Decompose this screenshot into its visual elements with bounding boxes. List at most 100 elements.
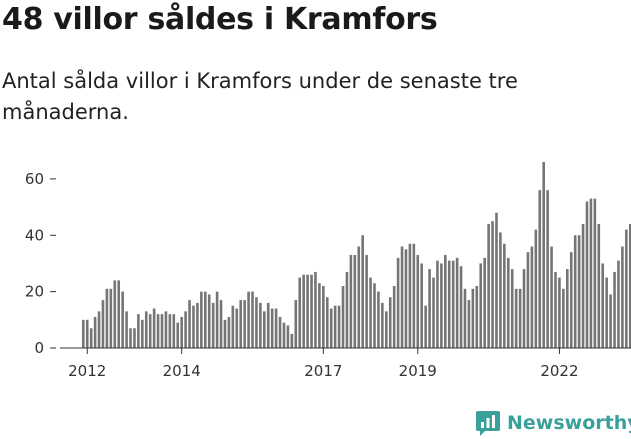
bar [235, 308, 239, 348]
x-tick-label: 2019 [399, 362, 437, 380]
bar [373, 283, 376, 348]
bar [420, 263, 424, 348]
bar [353, 255, 357, 348]
bar [621, 246, 624, 348]
bar [479, 263, 483, 348]
x-axis: 201220142017201920222024 [68, 348, 579, 380]
bar [573, 235, 577, 348]
bar [133, 328, 136, 348]
newsworthy-logo-icon [476, 411, 500, 436]
bar [274, 308, 278, 348]
bar [314, 271, 317, 348]
bar [526, 252, 530, 348]
bar [105, 288, 109, 348]
bar [176, 322, 180, 348]
brand-name: Newsworthy [507, 412, 631, 434]
bar [585, 201, 589, 348]
y-tick-label: 40 [25, 226, 44, 244]
x-tick-label: 2012 [68, 362, 106, 380]
bar [440, 263, 443, 348]
bar [259, 302, 262, 348]
bar [475, 286, 479, 348]
bar [168, 314, 172, 348]
bar [282, 322, 286, 348]
bar [207, 294, 211, 348]
bar [329, 308, 333, 348]
bar [89, 328, 93, 348]
bar [487, 224, 490, 348]
x-tick-label: 2014 [163, 362, 201, 380]
bar [125, 311, 128, 348]
bar [455, 257, 459, 348]
bar [538, 190, 542, 348]
bar [601, 263, 605, 348]
y-tick-label: 60 [25, 170, 44, 188]
bar [117, 280, 121, 348]
bar [251, 291, 254, 348]
bar [129, 328, 132, 348]
bar [404, 249, 408, 348]
bar [109, 288, 113, 348]
bar [337, 305, 341, 348]
bar [137, 314, 140, 348]
bar [156, 314, 160, 348]
bar [306, 274, 309, 348]
bar [219, 300, 223, 348]
bar [613, 271, 616, 348]
bar [597, 224, 601, 348]
bar [514, 288, 518, 348]
y-tick-label: 0 [34, 339, 44, 357]
bar [428, 269, 431, 348]
bar [239, 300, 242, 348]
bar [483, 257, 486, 348]
bar [581, 224, 585, 348]
bar [396, 257, 400, 348]
bar [215, 291, 219, 348]
bar [377, 291, 380, 348]
bar [503, 243, 506, 348]
bar [357, 246, 361, 348]
bar [605, 277, 608, 348]
bar [152, 308, 156, 348]
bar [148, 314, 152, 348]
bar [546, 190, 549, 348]
bar [200, 291, 203, 348]
bar [381, 302, 384, 348]
bar [270, 308, 274, 348]
bar [459, 266, 463, 348]
bar [506, 257, 510, 348]
bar [164, 311, 168, 348]
bar [518, 288, 522, 348]
bar [436, 260, 439, 348]
bar [113, 280, 117, 348]
bar [121, 291, 124, 348]
bar [577, 235, 581, 348]
bar [392, 286, 396, 348]
bar [263, 311, 266, 348]
bar [196, 302, 199, 348]
bar [447, 260, 451, 348]
bar [298, 277, 302, 348]
bar [625, 229, 628, 348]
y-axis: 0 20 40 60 [25, 170, 56, 357]
x-tick-label: 2017 [304, 362, 342, 380]
bar [211, 302, 215, 348]
bar [530, 246, 534, 348]
bar [180, 317, 183, 348]
bar [593, 198, 597, 348]
bar [522, 269, 526, 348]
bar [400, 246, 404, 348]
bar [294, 300, 298, 348]
bar [93, 317, 97, 348]
bar [569, 252, 573, 348]
bar [341, 286, 345, 348]
bar [444, 255, 447, 348]
bar [302, 274, 305, 348]
bar [617, 260, 620, 348]
bar [144, 311, 148, 348]
bar [451, 260, 455, 348]
bar [255, 297, 258, 348]
newsworthy-brand[interactable]: Newsworthy [475, 407, 631, 439]
bar [550, 246, 553, 348]
bar [408, 243, 412, 348]
